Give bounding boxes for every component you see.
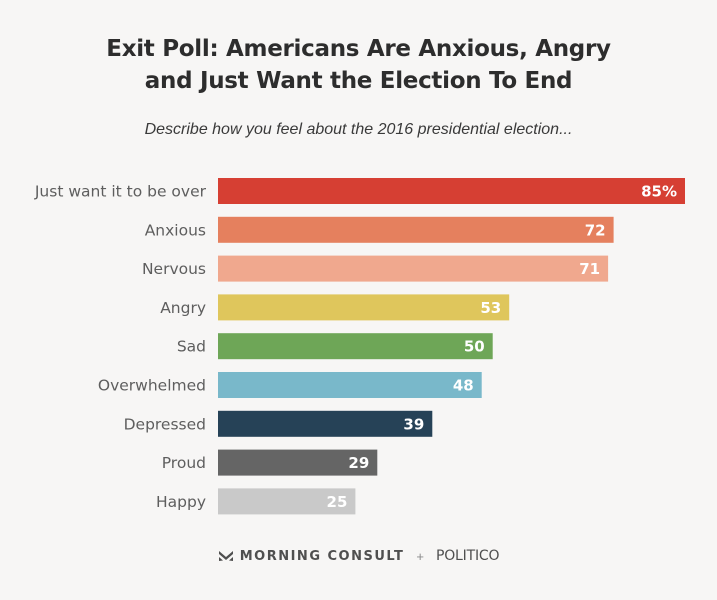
bar	[218, 372, 482, 398]
category-label: Just want it to be over	[34, 183, 207, 201]
chart-title: Exit Poll: Americans Are Anxious, Angry …	[0, 33, 717, 97]
category-label: Happy	[156, 493, 206, 511]
value-label: 72	[585, 221, 606, 239]
bar-row: Proud 29	[162, 449, 378, 476]
category-label: Angry	[160, 299, 206, 317]
bar	[218, 488, 356, 515]
category-label: Proud	[162, 454, 206, 472]
category-label: Overwhelmed	[98, 377, 206, 395]
category-label: Anxious	[145, 221, 206, 239]
bar	[218, 449, 378, 476]
morning-consult-brand: MORNING CONSULT	[239, 548, 405, 564]
value-label: 48	[453, 377, 474, 395]
value-label: 85%	[641, 183, 677, 201]
bar-row: Overwhelmed 48	[98, 372, 482, 398]
category-label: Sad	[177, 338, 206, 356]
bar	[218, 178, 685, 204]
bar	[218, 294, 510, 321]
bar	[218, 216, 614, 243]
bar-row: Depressed 39	[124, 410, 433, 437]
chart-subtitle: Describe how you feel about the 2016 pre…	[144, 121, 573, 138]
chart-title-line-1: Exit Poll: Americans Are Anxious, Angry	[106, 36, 611, 62]
bar-row: Angry 53	[160, 294, 510, 321]
value-label: 71	[579, 260, 600, 278]
bar	[218, 255, 609, 282]
bar	[218, 410, 433, 437]
category-label: Nervous	[142, 260, 206, 278]
value-label: 29	[348, 454, 369, 472]
bar-row: Nervous 71	[142, 255, 609, 282]
bar-row: Just want it to be over 85%	[34, 178, 685, 204]
bar-row: Anxious 72	[145, 216, 614, 243]
bar	[218, 333, 493, 360]
brand-separator: +	[416, 548, 424, 564]
category-label: Depressed	[124, 415, 206, 433]
morning-consult-logo-icon	[218, 551, 233, 561]
value-label: 39	[403, 415, 424, 433]
bar-row: Sad 50	[177, 333, 493, 360]
value-label: 53	[480, 299, 501, 317]
bar-row: Happy 25	[156, 488, 356, 515]
politico-brand: POLITICO	[436, 548, 500, 564]
footer-credits: MORNING CONSULT + POLITICO	[0, 548, 717, 564]
chart-title-line-2: and Just Want the Election To End	[144, 68, 573, 94]
value-label: 25	[327, 493, 348, 511]
value-label: 50	[464, 338, 485, 356]
